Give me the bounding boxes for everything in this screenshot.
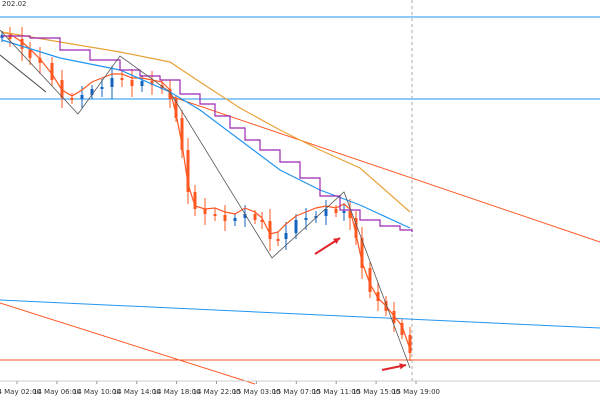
candle-body (324, 209, 328, 216)
candle-body (193, 192, 197, 209)
candles-layer (0, 27, 412, 361)
candle-body (130, 80, 134, 86)
indicators-layer (0, 29, 413, 369)
candle-body (260, 220, 264, 222)
candle-body (174, 99, 178, 118)
candle-body (376, 292, 380, 301)
trendline-orange-lower (0, 302, 256, 385)
moving-average-mid (1, 39, 411, 229)
candle-body (50, 63, 54, 80)
candle-body (100, 87, 104, 89)
candle-body (8, 35, 12, 39)
x-tick-label: 14 May 02:00 (0, 388, 41, 396)
candle-body (70, 98, 74, 100)
candle-body (253, 214, 257, 220)
candle-body (140, 81, 144, 86)
step-indicator-line (2, 35, 413, 232)
trendline-dark (0, 54, 47, 93)
candle-body (213, 214, 217, 216)
trendline-orange-upper (169, 95, 600, 243)
candle-body (28, 49, 32, 58)
x-tick-label: 15 May 15:00 (352, 388, 400, 396)
candle-body (400, 323, 404, 335)
candle-body (186, 150, 190, 192)
x-tick-label: 14 May 06:00 (33, 388, 81, 396)
candle-body (284, 233, 288, 239)
candle-body (233, 218, 237, 221)
zigzag-line (0, 29, 411, 369)
candle-body (360, 238, 364, 268)
candle-body (268, 221, 272, 239)
candle-body (243, 214, 247, 218)
chart-lines-layer (0, 0, 600, 385)
x-tick-label: 14 May 22:00 (192, 388, 240, 396)
candle-body (348, 211, 352, 218)
candle-body (342, 211, 346, 213)
candle-body (223, 215, 227, 221)
candle-body (160, 85, 164, 89)
x-tick-label: 14 May 14:00 (113, 388, 161, 396)
candle-body (368, 268, 372, 292)
annotation-arrow-1-head (333, 238, 340, 245)
annotation-arrow-2-head (399, 363, 406, 370)
candle-body (120, 78, 124, 80)
candle-body (392, 311, 396, 323)
x-tick-label: 15 May 07:00 (272, 388, 320, 396)
x-tick-label: 15 May 11:00 (312, 388, 360, 396)
candle-body (314, 216, 318, 218)
candle-body (110, 78, 114, 87)
candle-body (168, 89, 172, 99)
trendline-blue (0, 299, 600, 329)
candle-body (304, 218, 308, 220)
candle-body (180, 118, 184, 150)
candle-body (354, 218, 358, 238)
candle-body (80, 95, 84, 99)
x-tick-label: 14 May 10:00 (73, 388, 121, 396)
candle-body (38, 58, 42, 63)
candle-body (294, 220, 298, 233)
x-tick-label: 14 May 18:00 (153, 388, 201, 396)
candle-body (90, 89, 94, 95)
candle-body (150, 81, 154, 85)
candle-body (20, 39, 24, 49)
x-tick-label: 15 May 03:00 (232, 388, 280, 396)
candle-body (203, 209, 207, 214)
moving-average-fast (1, 31, 411, 350)
candle-body (408, 335, 412, 353)
candle-body (334, 209, 338, 213)
annotations-layer (314, 237, 407, 371)
moving-average-slow (1, 31, 411, 213)
x-tick-label: 15 May 19:00 (392, 388, 440, 396)
price-label: 202.02 (2, 0, 27, 8)
candle-body (276, 239, 280, 241)
